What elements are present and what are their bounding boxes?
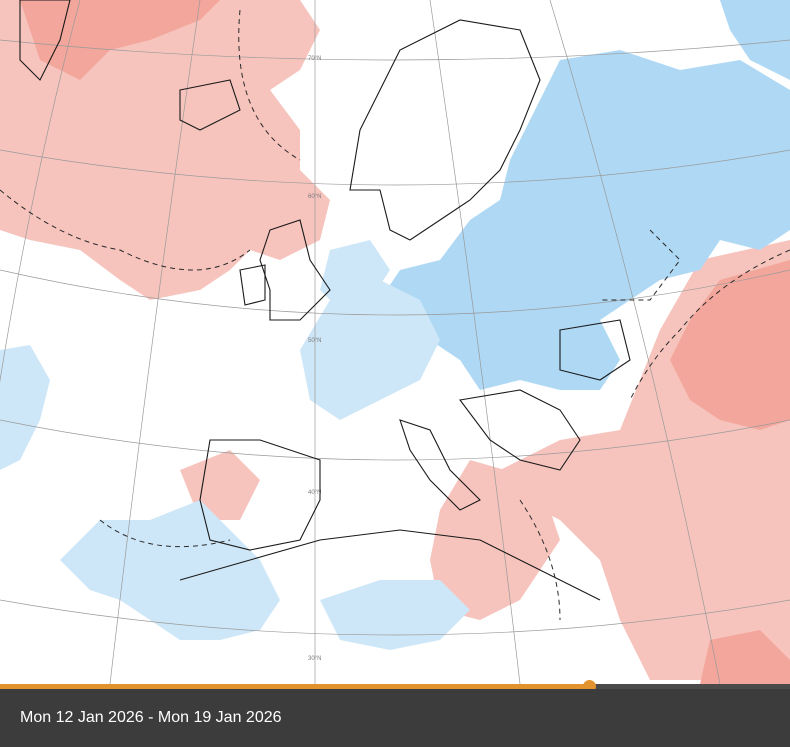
- contour-atlantic: [0, 189, 251, 271]
- map-svg: 70°N 60°N 50°N 40°N 30°N: [0, 0, 790, 684]
- coast-ireland: [239, 264, 266, 306]
- cold-region-russia: [380, 50, 790, 390]
- coast-uk: [259, 219, 331, 321]
- coast-black-sea: [559, 319, 631, 381]
- cold-region-north-africa: [320, 580, 470, 650]
- meridian-w40: [0, 0, 81, 383]
- coast-balkans: [459, 389, 581, 471]
- meridian-e20: [429, 0, 521, 684]
- cold-region-north-sea: [320, 240, 390, 310]
- parallel-60: [0, 149, 790, 186]
- contours: [0, 9, 790, 621]
- parallel-30: [0, 599, 790, 636]
- contour-russia: [600, 229, 681, 301]
- coast-iceland: [179, 79, 241, 131]
- date-range-caption: Mon 12 Jan 2026 - Mon 19 Jan 2026: [20, 709, 282, 726]
- parallel-50: [0, 269, 790, 316]
- contour-africa: [519, 499, 561, 621]
- contour-iberia: [99, 519, 231, 548]
- caption-bar: Mon 12 Jan 2026 - Mon 19 Jan 2026: [0, 689, 790, 747]
- cold-region-russia-north: [720, 0, 790, 80]
- coast-italy: [399, 419, 481, 511]
- lat-label-70: 70°N: [308, 56, 321, 62]
- warm-anomaly-regions: [0, 0, 790, 684]
- warm-region-northafrica: [430, 460, 560, 620]
- meridian-e40: [549, 0, 721, 684]
- coast-iberia: [199, 439, 321, 551]
- parallel-40: [0, 419, 790, 461]
- coastlines: [19, 0, 631, 601]
- anomaly-map: 70°N 60°N 50°N 40°N 30°N: [0, 0, 790, 684]
- cold-region-iberia: [60, 500, 280, 640]
- cold-region-central-europe: [300, 280, 440, 420]
- contour-greenland: [238, 9, 301, 161]
- contour-east: [629, 249, 790, 401]
- meridian-w20: [109, 0, 201, 684]
- lat-label-50: 50°N: [308, 338, 321, 344]
- warm-region-southeast-core: [700, 630, 790, 684]
- warm-region-east-core: [670, 260, 790, 430]
- latitude-labels: 70°N 60°N 50°N 40°N 30°N: [308, 56, 321, 662]
- coast-scandinavia: [349, 19, 541, 241]
- graticule: [0, 0, 790, 684]
- cold-region-atlantic-west: [0, 345, 50, 470]
- lat-label-30: 30°N: [308, 656, 321, 662]
- lat-label-60: 60°N: [308, 194, 321, 200]
- warm-region-greenland-core: [20, 0, 220, 80]
- lat-label-40: 40°N: [308, 490, 321, 496]
- coast-north-africa: [179, 529, 601, 601]
- coast-greenland: [19, 0, 71, 81]
- timeline-progress-fill: [0, 684, 589, 689]
